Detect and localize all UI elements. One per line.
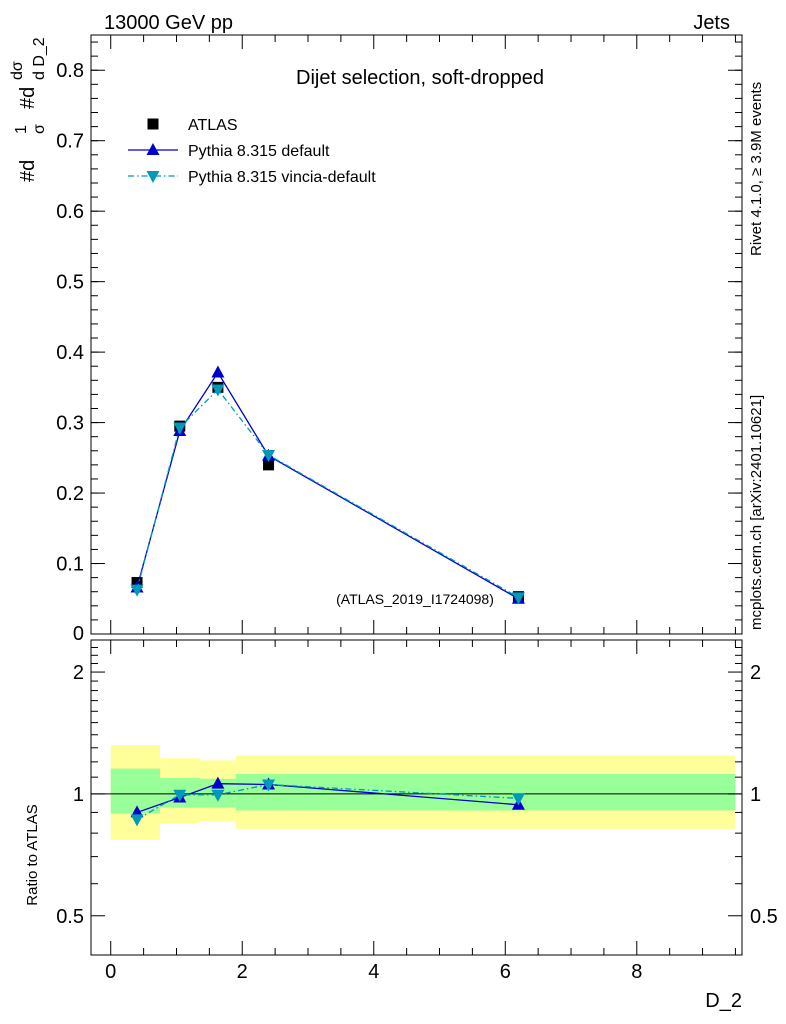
rivet-label: Rivet 4.1.0, ≥ 3.9M events [748,82,765,256]
x-tick-label: 0 [105,961,116,983]
main-frame [90,34,743,635]
series-pythia-vincia [130,384,525,605]
uncertainty-band-inner [235,773,736,811]
ratio-y-tick-label-right: 2 [750,662,761,684]
legend-label: Pythia 8.315 default [188,143,330,160]
data-point [262,450,276,463]
x-tick-label: 4 [368,961,379,983]
ratio-point [262,779,276,792]
legend: ATLAS Pythia 8.315 default Pythia 8.315 vi… [128,117,376,186]
ratio-frame [90,639,743,956]
ratio-y-tick-label-right: 1 [750,784,761,806]
legend-marker [147,118,159,130]
ratio-point [211,789,225,802]
ratio-panel: 0.5 0.5 1 1 2 2 0 2 4 6 8 [56,639,778,983]
header-right: Jets [693,12,730,34]
uncertainty-band-inner [110,768,161,814]
y-tick-label: 0.8 [56,60,84,82]
mcplots-label: mcplots.cern.ch [arXiv:2401.10621] [748,395,765,630]
header-left: 13000 GeV pp [104,12,233,34]
ratio-y-tick-label-left: 0.5 [56,906,84,928]
legend-label: ATLAS [188,117,238,134]
x-tick-label: 8 [631,961,642,983]
y-tick-label: 0.7 [56,131,84,153]
ratio-y-axis-label: Ratio to ATLAS [24,804,41,905]
ratio-series-pythia-vincia [130,779,525,827]
legend-marker [146,171,160,183]
y-tick-label: 0.5 [56,272,84,294]
legend-marker [146,143,160,155]
ylabel-part-1: #d [17,160,39,182]
x-tick-label: 6 [500,961,511,983]
ratio-y-tick-label-left: 2 [73,662,84,684]
y-tick-label: 0.3 [56,413,84,435]
ratio-point [211,776,225,789]
main-panel: 0.1 0.2 0.3 0.4 0.5 0.6 0.7 0.8 0 Dijet selectio… [56,34,743,645]
legend-label: Pythia 8.315 vincia-default [188,169,376,186]
ratio-series-pythia-default [130,776,525,818]
data-point [173,422,187,435]
ylabel-part-5: dσ [9,61,26,80]
ratio-y-tick-label-left: 1 [73,784,84,806]
data-point [211,384,225,397]
y-tick-label: 0.6 [56,201,84,223]
y-tick-label-zero: 0 [73,623,84,645]
ratio-point [511,793,525,806]
ratio-point [173,789,187,802]
data-point [511,592,525,605]
ylabel-part-2: 1 [13,125,30,134]
x-tick-label: 2 [237,961,248,983]
data-point [130,584,144,597]
ratio-series-line [136,783,519,820]
data-point [211,365,225,378]
data-point [263,459,275,471]
main-title: Dijet selection, soft-dropped [296,67,544,89]
ylabel-part-3: σ [31,124,48,134]
y-tick-label: 0.2 [56,483,84,505]
ratio-point [130,814,144,827]
x-axis-label: D_2 [705,990,742,1012]
ylabel-part-6: d D_2 [31,37,48,80]
series-line [136,371,519,600]
ylabel-part-4: #d [17,87,39,109]
main-y-axis-label: #d 1 σ #d dσ d D_2 [9,37,48,182]
y-tick-label: 0.1 [56,554,84,576]
watermark: (ATLAS_2019_I1724098) [336,591,494,607]
ratio-y-tick-label-right: 0.5 [750,906,778,928]
y-tick-label: 0.4 [56,342,84,364]
